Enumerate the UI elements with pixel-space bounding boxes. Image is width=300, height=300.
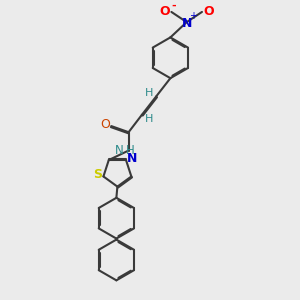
Text: N: N xyxy=(182,16,192,30)
Text: -: - xyxy=(171,1,176,11)
Text: H: H xyxy=(145,88,153,98)
Text: O: O xyxy=(160,5,170,18)
Text: N: N xyxy=(127,152,137,165)
Text: H: H xyxy=(126,144,135,157)
Text: N: N xyxy=(114,144,123,157)
Text: O: O xyxy=(203,5,214,18)
Text: S: S xyxy=(93,168,102,181)
Text: +: + xyxy=(189,11,197,21)
Text: O: O xyxy=(100,118,110,130)
Text: H: H xyxy=(145,113,153,124)
